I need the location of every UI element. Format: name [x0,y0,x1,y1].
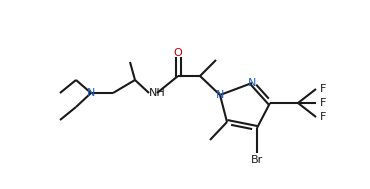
Text: F: F [320,84,326,94]
Text: NH: NH [149,88,165,98]
Text: Br: Br [251,155,263,165]
Text: N: N [216,90,224,100]
Text: F: F [320,98,326,108]
Text: N: N [248,78,256,88]
Text: F: F [320,112,326,122]
Text: O: O [174,48,182,58]
Text: N: N [87,88,95,98]
